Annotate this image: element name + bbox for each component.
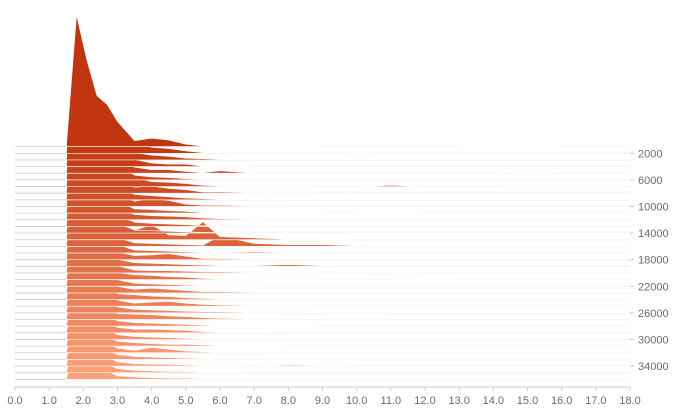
x-tick-label: 16.0 [551, 395, 572, 407]
x-tick-label: 8.0 [281, 395, 296, 407]
x-tick-label: 9.0 [315, 395, 330, 407]
x-tick-label: 0.0 [7, 395, 22, 407]
ridge-area [65, 14, 631, 147]
y-tick-label: 2000 [638, 148, 662, 160]
x-tick-label: 2.0 [76, 395, 91, 407]
x-tick-label: 6.0 [212, 395, 227, 407]
x-tick-label: 3.0 [110, 395, 125, 407]
x-tick-label: 14.0 [483, 395, 504, 407]
y-tick-label: 6000 [638, 175, 662, 187]
y-tick-label: 14000 [638, 228, 669, 240]
y-tick-label: 26000 [638, 308, 669, 320]
y-tick-label: 30000 [638, 334, 669, 346]
ridge-area [65, 26, 631, 154]
x-tick-label: 4.0 [144, 395, 159, 407]
x-tick-label: 13.0 [448, 395, 469, 407]
x-tick-label: 5.0 [178, 395, 193, 407]
x-tick-label: 10.0 [346, 395, 367, 407]
y-tick-label: 34000 [638, 361, 669, 373]
y-tick-label: 10000 [638, 201, 669, 213]
x-tick-label: 1.0 [42, 395, 57, 407]
x-tick-label: 11.0 [381, 395, 402, 407]
x-tick-label: 15.0 [517, 395, 538, 407]
series-layer [15, 14, 631, 380]
y-tick-label: 22000 [638, 281, 669, 293]
x-tick-label: 18.0 [619, 395, 640, 407]
x-tick-label: 7.0 [247, 395, 262, 407]
x-axis: 0.0 1.0 2.0 3.0 4.0 5.0 6.0 7.0 8.0 9.0 10.0 11.0 12… [7, 386, 641, 407]
x-tick-label: 12.0 [414, 395, 435, 407]
y-tick-label: 18000 [638, 255, 669, 267]
x-tick-label: 17.0 [585, 395, 606, 407]
y-axis: 2000 6000 10000 14000 18000 22000 26000 30000 34… [630, 148, 669, 373]
